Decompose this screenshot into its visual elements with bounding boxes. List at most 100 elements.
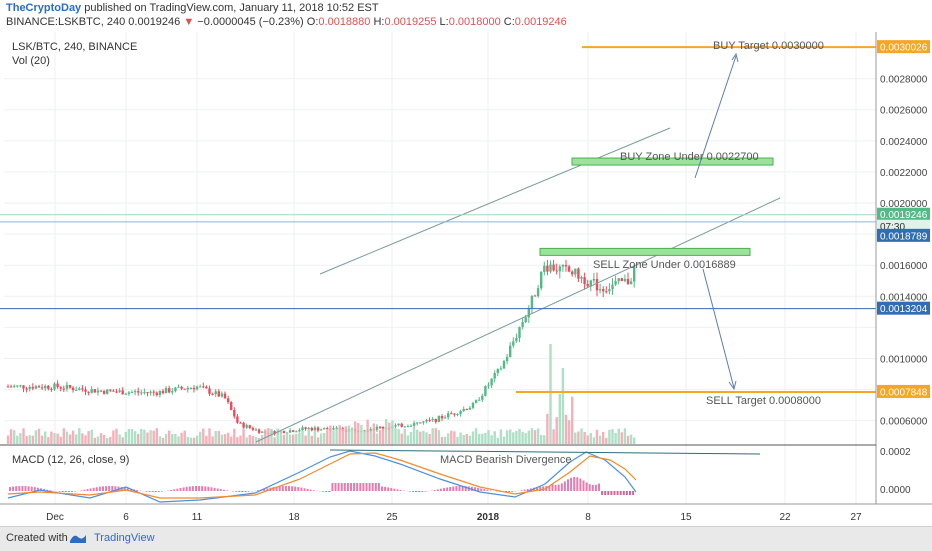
volume-bar (509, 429, 511, 444)
macd-hist-bar (34, 487, 36, 491)
macd-hist-bar (378, 483, 380, 491)
tradingview-link[interactable]: TradingView (94, 532, 155, 544)
candle-body (540, 272, 542, 288)
volume-bar (484, 433, 486, 444)
macd-hist-bar (362, 483, 364, 491)
candle-body (335, 428, 337, 429)
volume-bar (388, 423, 390, 444)
macd-hist-bar (158, 491, 160, 492)
candle-body (32, 387, 34, 389)
volume-bar (556, 417, 558, 444)
macd-hist-bar (87, 489, 89, 491)
macd-hist-bar (347, 483, 349, 491)
volume-bar (590, 433, 592, 444)
candle-body (227, 398, 229, 402)
volume-bar (608, 430, 610, 444)
volume-bar (559, 394, 561, 444)
candle-body (131, 392, 133, 393)
volume-bar (233, 429, 235, 444)
volume-bar (621, 432, 623, 444)
volume-bar (122, 437, 124, 444)
volume-bar (515, 431, 517, 444)
candle-body (10, 387, 12, 388)
volume-bar (106, 438, 108, 444)
candle-body (627, 279, 629, 284)
candle-body (174, 388, 176, 392)
volume-bar (162, 438, 164, 444)
candle-body (162, 391, 164, 393)
candle-body (100, 391, 102, 392)
macd-hist-bar (424, 491, 426, 492)
candle-body (239, 423, 241, 424)
price-tick-label: 0.0016000 (880, 261, 928, 272)
volume-bar (447, 433, 449, 444)
volume-bar (22, 428, 24, 444)
volume-bar (289, 434, 291, 444)
volume-bar (16, 436, 18, 444)
volume-bar (342, 429, 344, 444)
macd-hist-bar (483, 489, 485, 491)
volume-bar (72, 431, 74, 444)
author-link[interactable]: TheCryptoDay (6, 2, 81, 14)
candle-body (193, 388, 195, 389)
macd-title: MACD (12, 26, close, 9) (12, 454, 129, 466)
macd-hist-bar (341, 483, 343, 491)
candle-body (165, 388, 167, 393)
macd-hist-bar (297, 487, 299, 491)
volume-bar (38, 429, 40, 444)
candle-body (332, 428, 334, 429)
macd-hist-bar (331, 483, 333, 491)
candle-body (94, 389, 96, 392)
candle-body (109, 390, 111, 391)
volume-bar (81, 433, 83, 444)
candle-body (7, 386, 9, 387)
volume-bar (177, 436, 179, 444)
candle-body (605, 291, 607, 292)
volume-bar (78, 428, 80, 444)
macd-hist-bar (288, 486, 290, 491)
volume-bar (326, 430, 328, 444)
low-label: L: (440, 16, 449, 28)
candle-body (559, 267, 561, 272)
macd-hist-bar (443, 488, 445, 491)
candle-body (91, 389, 93, 393)
candle-body (546, 266, 548, 272)
volume-bar (605, 438, 607, 444)
volume-bar (187, 437, 189, 444)
volume-bar (208, 428, 210, 444)
volume-bar (44, 431, 46, 444)
macd-hist-bar (161, 491, 163, 492)
candle-body (562, 265, 564, 267)
candle-body (459, 411, 461, 414)
volume-bar (453, 431, 455, 444)
candle-body (463, 409, 465, 411)
candle-body (382, 427, 384, 429)
candle-body (122, 390, 124, 394)
published-text: published on TradingView.com, January 11… (84, 2, 378, 14)
macd-hist-bar (570, 478, 572, 491)
candle-body (410, 426, 412, 427)
volume-bar (407, 435, 409, 444)
candle-body (512, 341, 514, 345)
candle-body (16, 385, 18, 386)
candle-body (252, 428, 254, 430)
macd-hist-bar (344, 483, 346, 491)
candle-body (506, 357, 508, 361)
volume-bar (69, 434, 71, 444)
macd-hist-bar (359, 483, 361, 491)
volume-bar (283, 435, 285, 444)
candle-body (534, 296, 536, 297)
volume-bar (425, 432, 427, 444)
candle-body (143, 392, 145, 393)
candle-body (60, 387, 62, 388)
macd-hist-bar (449, 487, 451, 491)
volume-bar (153, 431, 155, 444)
candle-body (487, 385, 489, 386)
candle-body (552, 265, 554, 271)
macd-hist-bar (282, 486, 284, 491)
macd-hist-bar (338, 483, 340, 491)
time-tick-label: 8 (585, 512, 591, 523)
time-tick-label: 2018 (477, 512, 500, 523)
